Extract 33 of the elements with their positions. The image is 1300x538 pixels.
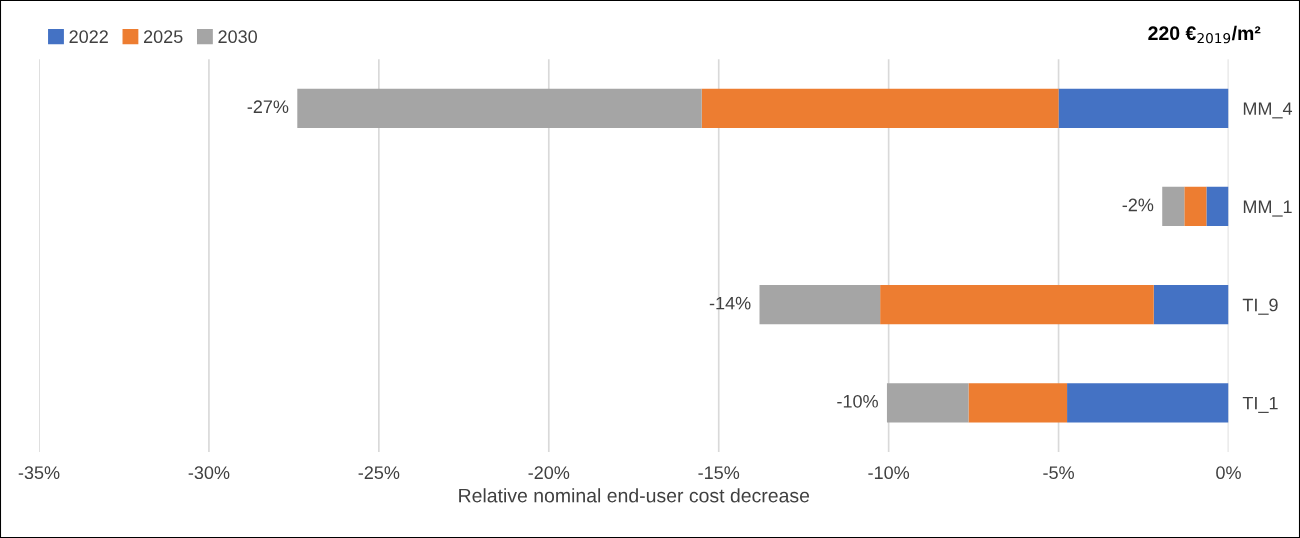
- total-label: -27%: [247, 100, 289, 114]
- x-tick-label: 0%: [1216, 466, 1241, 480]
- total-label: -2%: [1122, 198, 1154, 212]
- y-tick-label: MM_1: [1243, 200, 1292, 217]
- bar: [701, 88, 1059, 128]
- bar: [1058, 88, 1229, 128]
- x-tick-label: -5%: [1043, 466, 1074, 480]
- bar: [886, 383, 969, 423]
- legend-label: 2022: [69, 30, 108, 44]
- bar: [1206, 186, 1229, 227]
- bar: [1067, 383, 1229, 423]
- total-label: -10%: [837, 394, 878, 408]
- legend-label: 2030: [218, 30, 258, 44]
- bar: [880, 285, 1154, 325]
- x-tick-label: -15%: [698, 466, 740, 480]
- x-tick-label: -35%: [18, 466, 60, 480]
- bar: [1162, 186, 1185, 227]
- x-tick-label: -10%: [868, 466, 910, 480]
- total-label: -14%: [709, 296, 751, 310]
- legend-label: 2025: [143, 30, 183, 44]
- y-tick-label: TI_9: [1242, 298, 1278, 315]
- chart-title: 220 €$_{2019}$/m²: [1148, 25, 1261, 44]
- bar: [759, 285, 881, 325]
- y-tick-label: MM_4: [1243, 102, 1293, 119]
- bar: [297, 88, 702, 128]
- bar: [1153, 285, 1229, 325]
- x-tick-label: -30%: [188, 466, 230, 480]
- x-tick-label: -25%: [358, 466, 400, 480]
- x-tick-label: -20%: [528, 466, 570, 480]
- y-tick-label: TI_1: [1242, 396, 1278, 413]
- bar: [1184, 186, 1207, 227]
- x-axis-title: Relative nominal end-user cost decrease: [459, 488, 810, 503]
- bar: [968, 383, 1068, 423]
